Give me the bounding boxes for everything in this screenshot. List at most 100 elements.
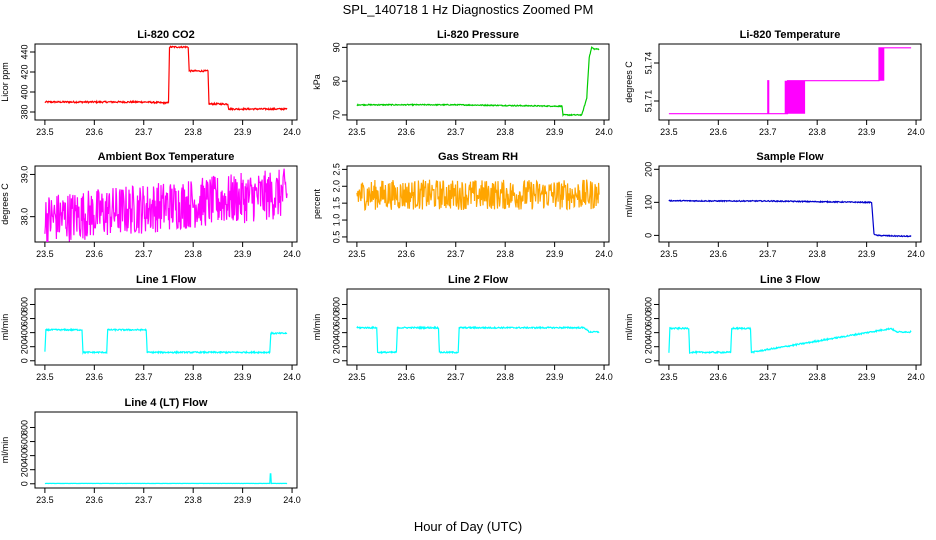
y-tick-label: 2.0	[331, 180, 341, 193]
series-line	[44, 327, 288, 355]
y-tick-label: 420	[19, 64, 29, 79]
x-tick-label: 23.8	[808, 249, 826, 259]
x-tick-label: 23.9	[234, 495, 252, 505]
y-tick-label: 200	[643, 339, 653, 354]
x-tick-label: 23.8	[184, 372, 202, 382]
y-axis-label: ml/min	[0, 314, 10, 341]
plot-frame	[346, 165, 610, 243]
x-tick-label: 24.0	[283, 249, 301, 259]
x-tick-label: 23.8	[496, 372, 514, 382]
chart-title: Line 4 (LT) Flow	[125, 397, 208, 409]
chart-panel: Line 1 Flow ml/min 23.5 23.6 23.7 23.8 23.9 24.…	[0, 274, 301, 382]
series-flicker	[878, 47, 885, 81]
series-line	[44, 473, 288, 485]
plot-frame	[346, 43, 610, 121]
chart-title: Li-820 Temperature	[740, 29, 841, 41]
chart-title: Line 3 Flow	[760, 274, 820, 286]
x-tick-label: 23.5	[36, 127, 54, 137]
chart-panel: Line 2 Flow ml/min 23.5 23.6 23.7 23.8 23.9 24.…	[312, 274, 613, 382]
y-tick-label: 100	[643, 195, 653, 210]
y-tick-label: 38.0	[19, 208, 29, 226]
y-axis-label: Licor ppm	[0, 62, 10, 102]
x-tick-label: 23.6	[86, 372, 104, 382]
x-tick-label: 23.7	[759, 372, 777, 382]
series-line	[668, 326, 912, 355]
y-axis-label: ml/min	[624, 191, 634, 218]
y-axis-label: kPa	[312, 74, 322, 90]
chart-panel: Gas Stream RH percent 23.5 23.6 23.7 23.8 23.9…	[312, 151, 613, 259]
y-tick-label: 1.5	[331, 197, 341, 210]
y-tick-label: 0	[643, 233, 653, 238]
y-tick-label: 800	[19, 420, 29, 435]
y-tick-label: 0	[643, 358, 653, 363]
plot-frame	[658, 288, 922, 366]
chart-panel: Li-820 Temperature degrees C 23.5 23.6 23.7 2…	[624, 29, 925, 137]
plot-frame	[34, 165, 298, 243]
chart-title: Li-820 CO2	[137, 29, 194, 41]
chart-title: Ambient Box Temperature	[98, 151, 235, 163]
x-tick-label: 24.0	[907, 249, 925, 259]
chart-panel: Line 3 Flow ml/min 23.5 23.6 23.7 23.8 23.9 24.…	[624, 274, 925, 382]
chart-panel: Li-820 CO2 Licor ppm 23.5 23.6 23.7 23.8 23.9 2…	[0, 29, 301, 137]
series-line	[44, 168, 288, 243]
x-tick-label: 23.8	[496, 127, 514, 137]
series-flicker	[784, 80, 806, 114]
x-tick-label: 23.6	[86, 127, 104, 137]
y-tick-label: 0	[19, 358, 29, 363]
x-tick-label: 23.5	[36, 249, 54, 259]
series-line	[668, 199, 912, 238]
x-tick-label: 23.9	[858, 249, 876, 259]
x-tick-label: 23.6	[710, 127, 728, 137]
chart-panel: Ambient Box Temperature degrees C 23.5 23.6…	[0, 151, 301, 259]
chart-panel: Li-820 Pressure kPa 23.5 23.6 23.7 23.8 23.9 24…	[312, 29, 613, 137]
y-axis-label: ml/min	[312, 314, 322, 341]
y-axis-label: degrees C	[0, 183, 10, 225]
y-tick-label: 51.74	[643, 52, 653, 75]
x-tick-label: 23.7	[759, 249, 777, 259]
y-tick-label: 400	[331, 325, 341, 340]
y-tick-label: 400	[19, 448, 29, 463]
y-tick-label: 800	[331, 297, 341, 312]
y-tick-label: 600	[19, 434, 29, 449]
x-tick-label: 24.0	[907, 127, 925, 137]
y-tick-label: 200	[19, 339, 29, 354]
y-tick-label: 600	[331, 311, 341, 326]
x-tick-label: 23.9	[234, 249, 252, 259]
x-tick-label: 23.8	[808, 127, 826, 137]
x-tick-label: 23.5	[36, 372, 54, 382]
x-tick-label: 23.9	[858, 127, 876, 137]
x-tick-label: 24.0	[595, 127, 613, 137]
y-tick-label: 0	[331, 358, 341, 363]
x-tick-label: 23.7	[135, 127, 153, 137]
y-tick-label: 440	[19, 44, 29, 59]
x-tick-label: 23.7	[135, 372, 153, 382]
x-tick-label: 23.7	[759, 127, 777, 137]
chart-title: Line 2 Flow	[448, 274, 508, 286]
y-axis-label: ml/min	[0, 437, 10, 464]
y-tick-label: 800	[643, 297, 653, 312]
plot-frame	[658, 43, 922, 121]
x-tick-label: 23.7	[447, 127, 465, 137]
y-tick-label: 70	[331, 110, 341, 120]
y-tick-label: 600	[643, 311, 653, 326]
figure-x-axis-label: Hour of Day (UTC)	[414, 519, 522, 534]
y-tick-label: 200	[331, 339, 341, 354]
series-line	[44, 45, 288, 112]
series-line	[356, 46, 600, 117]
x-tick-label: 23.6	[86, 249, 104, 259]
y-tick-label: 380	[19, 104, 29, 119]
x-tick-label: 23.7	[135, 249, 153, 259]
x-tick-label: 23.5	[36, 495, 54, 505]
x-tick-label: 23.6	[398, 372, 416, 382]
x-tick-label: 23.9	[234, 372, 252, 382]
y-tick-label: 2.5	[331, 163, 341, 176]
y-tick-label: 51.71	[643, 90, 653, 113]
x-tick-label: 24.0	[595, 249, 613, 259]
x-tick-label: 23.6	[710, 372, 728, 382]
x-tick-label: 23.5	[348, 249, 366, 259]
x-tick-label: 23.8	[184, 249, 202, 259]
x-tick-label: 23.8	[808, 372, 826, 382]
plot-frame	[34, 43, 298, 121]
x-tick-label: 23.9	[546, 127, 564, 137]
